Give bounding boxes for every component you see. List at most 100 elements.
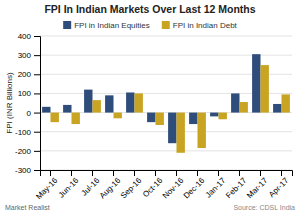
y-tick-label: 100 <box>18 89 32 98</box>
bar <box>273 104 281 113</box>
x-tick: Nov-16 <box>161 170 186 201</box>
y-tick: 300 <box>18 51 40 60</box>
bar <box>261 65 269 112</box>
x-tick-mark <box>92 170 93 176</box>
x-tick-mark <box>260 170 261 176</box>
bar <box>156 113 164 125</box>
x-tick-mark <box>281 170 282 176</box>
chart: FPI In Indian Markets Over Last 12 Month… <box>0 0 300 214</box>
legend-label: FPI in Indian Debt <box>173 21 238 30</box>
y-tick: -100 <box>15 128 40 137</box>
y-axis-title: FPI (INR Billions) <box>5 72 14 134</box>
x-tick: Sep-16 <box>119 170 144 201</box>
bar <box>93 100 101 112</box>
x-tick: Dec-16 <box>182 170 207 201</box>
x-tick-mark <box>239 170 240 176</box>
x-tick: Aug-16 <box>98 170 123 201</box>
bar <box>42 107 50 113</box>
x-tick-mark <box>71 170 72 176</box>
y-axis: -300 -200 -100 0 100 200 300 400 <box>15 32 41 175</box>
bar <box>189 113 197 124</box>
legend-item: FPI in Indian Debt <box>162 21 238 30</box>
legend-swatch <box>63 21 71 29</box>
x-axis: May-16Jun-16Jul-16Aug-16Sep-16Oct-16Nov-… <box>34 170 292 201</box>
bar <box>219 113 227 120</box>
x-tick: Apr-17 <box>267 170 291 199</box>
x-tick: Jun-16 <box>57 170 81 200</box>
y-tick-mark <box>34 113 40 114</box>
x-tick-label: Jun-16 <box>57 176 81 200</box>
x-tick-label: Sep-16 <box>119 176 144 201</box>
annotation: Source: CDSL India <box>233 204 295 211</box>
grid-line <box>40 150 292 151</box>
x-tick: Feb-17 <box>224 170 249 200</box>
bar <box>282 94 290 112</box>
bar <box>105 95 113 112</box>
legend-item: FPI in Indian Equities <box>63 21 150 30</box>
x-tick-mark <box>113 170 114 176</box>
y-tick: -200 <box>15 147 40 156</box>
y-tick-label: -300 <box>15 166 32 175</box>
plot: -300 -200 -100 0 100 200 300 400 May-16Jun-16Jul… <box>15 32 293 201</box>
y-tick: -300 <box>15 166 40 175</box>
x-axis-line <box>41 171 293 177</box>
title: FPI In Indian Markets Over Last 12 Month… <box>44 3 255 15</box>
x-tick-label: Apr-17 <box>267 176 291 200</box>
x-tick-mark <box>155 170 156 176</box>
legend: FPI in Indian Equities FPI in Indian Debt <box>63 21 237 30</box>
x-tick-mark <box>197 170 198 176</box>
y-axis-line <box>34 37 41 171</box>
bar <box>168 113 176 144</box>
x-tick-mark <box>218 170 219 176</box>
legend-label: FPI in Indian Equities <box>74 21 150 30</box>
y-tick-mark <box>34 93 40 94</box>
y-tick-label: 0 <box>27 109 32 118</box>
y-tick-mark <box>34 132 40 133</box>
y-tick: 200 <box>18 70 40 79</box>
y-tick-mark <box>34 74 40 75</box>
annotation: Market Realist <box>5 204 50 211</box>
series <box>42 54 281 143</box>
bars <box>42 54 290 153</box>
y-tick-label: 200 <box>18 70 32 79</box>
bar <box>135 93 143 112</box>
y-tick-label: 300 <box>18 51 32 60</box>
y-tick-label: -200 <box>15 147 32 156</box>
bar <box>114 113 122 119</box>
x-tick-mark <box>134 170 135 176</box>
y-tick-label: 400 <box>18 32 32 41</box>
x-tick: Mar-17 <box>245 170 270 200</box>
x-tick: May-16 <box>34 170 60 201</box>
bar <box>51 113 59 123</box>
y-tick-mark <box>34 151 40 152</box>
x-tick-mark <box>176 170 177 176</box>
y-tick-mark <box>34 36 40 37</box>
series <box>51 65 290 153</box>
grid-line <box>40 36 292 37</box>
y-tick-mark <box>34 170 40 171</box>
bar <box>84 90 92 113</box>
x-tick-label: May-16 <box>34 176 60 202</box>
bar <box>240 102 248 113</box>
legend-swatch <box>162 21 170 29</box>
bar <box>252 54 260 112</box>
bar <box>72 113 80 124</box>
bar <box>210 113 218 117</box>
x-tick-label: Mar-17 <box>245 176 270 201</box>
bar <box>198 113 206 148</box>
bar <box>147 113 155 123</box>
x-tick-label: Dec-16 <box>182 176 207 201</box>
y-tick: 100 <box>18 89 40 98</box>
y-tick-mark <box>34 55 40 56</box>
y-tick: 0 <box>27 109 40 118</box>
bar <box>63 105 71 113</box>
y-tick-label: -100 <box>15 128 32 137</box>
x-tick-label: Aug-16 <box>98 176 123 201</box>
x-tick-label: Jan-17 <box>204 176 228 200</box>
y-tick: 400 <box>18 32 40 41</box>
grid-line <box>40 131 292 132</box>
x-tick-label: Nov-16 <box>161 176 186 201</box>
bar <box>177 113 185 153</box>
x-tick-label: Feb-17 <box>224 176 249 201</box>
grid <box>40 36 292 170</box>
